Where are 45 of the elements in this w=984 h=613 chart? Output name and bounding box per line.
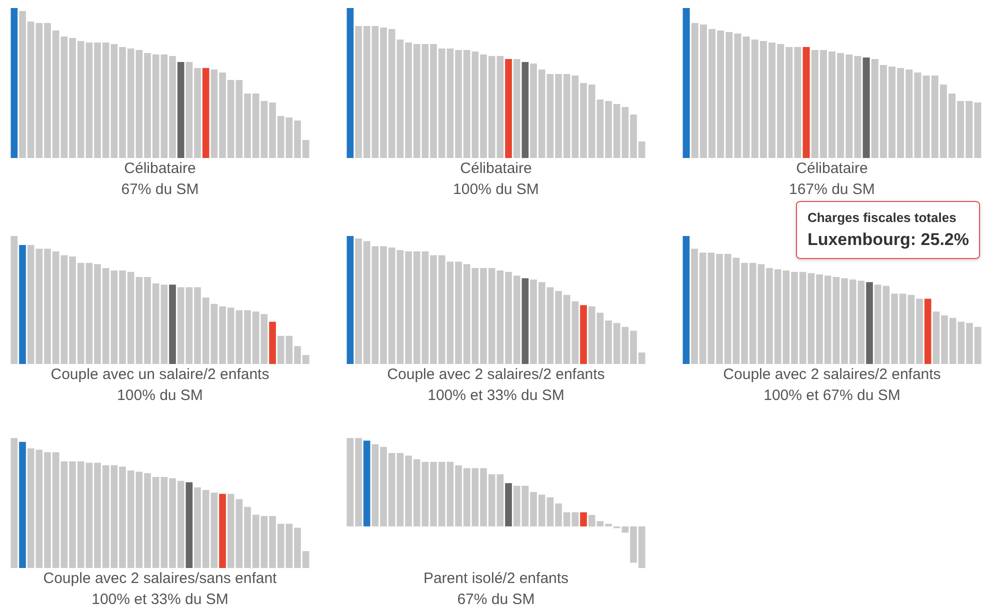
bar (363, 440, 370, 526)
bar (580, 305, 587, 364)
bar (522, 62, 529, 158)
bar (10, 8, 18, 158)
bar (19, 442, 26, 568)
text: 67% du SM (456, 590, 536, 610)
text: Célibataire (459, 159, 533, 179)
text: Célibataire (123, 159, 197, 179)
bar (177, 62, 184, 158)
bar (862, 58, 870, 158)
bar (505, 483, 512, 526)
text: 100% et 33% du SM (426, 386, 566, 406)
text: Parent isolé/2 enfants (422, 569, 570, 589)
text: 167% du SM (788, 180, 876, 200)
text: Charges fiscales totales (807, 209, 958, 227)
text: Couple avec 2 salaires/sans enfant (42, 569, 278, 589)
bar (10, 438, 18, 568)
bar (924, 298, 932, 364)
text: 100% du SM (116, 386, 204, 406)
bar (802, 47, 810, 158)
bar (866, 282, 873, 364)
text: 67% du SM (120, 180, 200, 200)
bar (202, 68, 210, 158)
bar (522, 278, 529, 364)
text: Couple avec 2 salaires/2 enfants (386, 365, 606, 385)
text: 100% et 33% du SM (90, 590, 230, 610)
bar (269, 322, 276, 364)
bar (186, 482, 193, 568)
text: Couple avec 2 salaires/2 enfants (722, 365, 942, 385)
bar (513, 59, 520, 158)
bar (10, 236, 18, 364)
bar (19, 244, 26, 364)
text: Couple avec un salaire/2 enfants (50, 365, 270, 385)
text: Célibataire (795, 159, 869, 179)
annotation: Luxembourg: 25.2% (807, 229, 969, 251)
text: 100% et 67% du SM (762, 386, 902, 406)
bar (346, 236, 354, 364)
text: 100% du SM (452, 180, 540, 200)
bar (346, 8, 354, 158)
bar (505, 59, 512, 158)
bar (682, 236, 690, 364)
bar (682, 8, 690, 158)
bar (580, 512, 587, 526)
bar (219, 494, 226, 568)
bar (169, 284, 176, 364)
